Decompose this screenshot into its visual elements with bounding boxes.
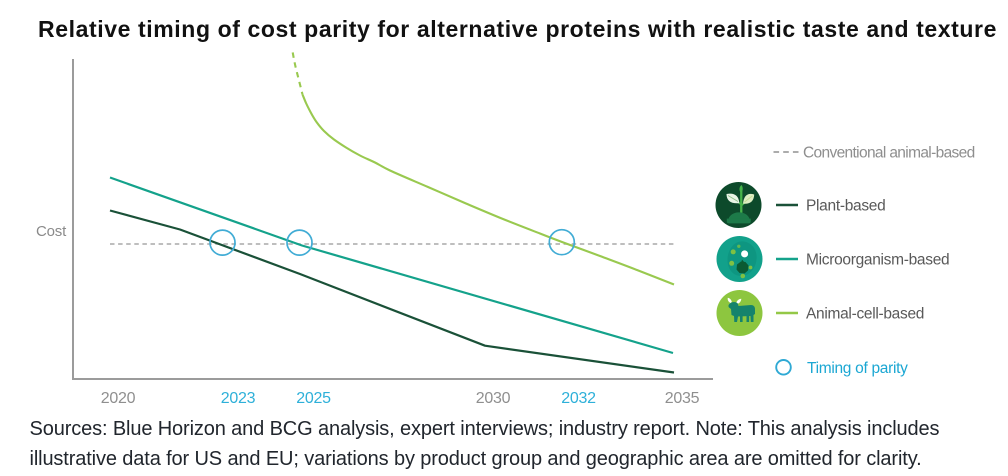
svg-text:2020: 2020: [101, 390, 136, 407]
svg-text:2035: 2035: [665, 390, 700, 407]
svg-text:2030: 2030: [476, 390, 511, 407]
svg-text:Cost: Cost: [36, 223, 67, 240]
svg-text:Animal-cell-based: Animal-cell-based: [806, 306, 924, 323]
svg-text:2025: 2025: [296, 390, 331, 407]
svg-text:2023: 2023: [221, 390, 256, 407]
svg-text:Plant-based: Plant-based: [806, 198, 885, 215]
svg-text:Timing of parity: Timing of parity: [807, 360, 908, 377]
svg-text:2032: 2032: [561, 390, 596, 407]
svg-text:Microorganism-based: Microorganism-based: [806, 252, 949, 269]
svg-text:Conventional animal-based: Conventional animal-based: [803, 145, 975, 162]
